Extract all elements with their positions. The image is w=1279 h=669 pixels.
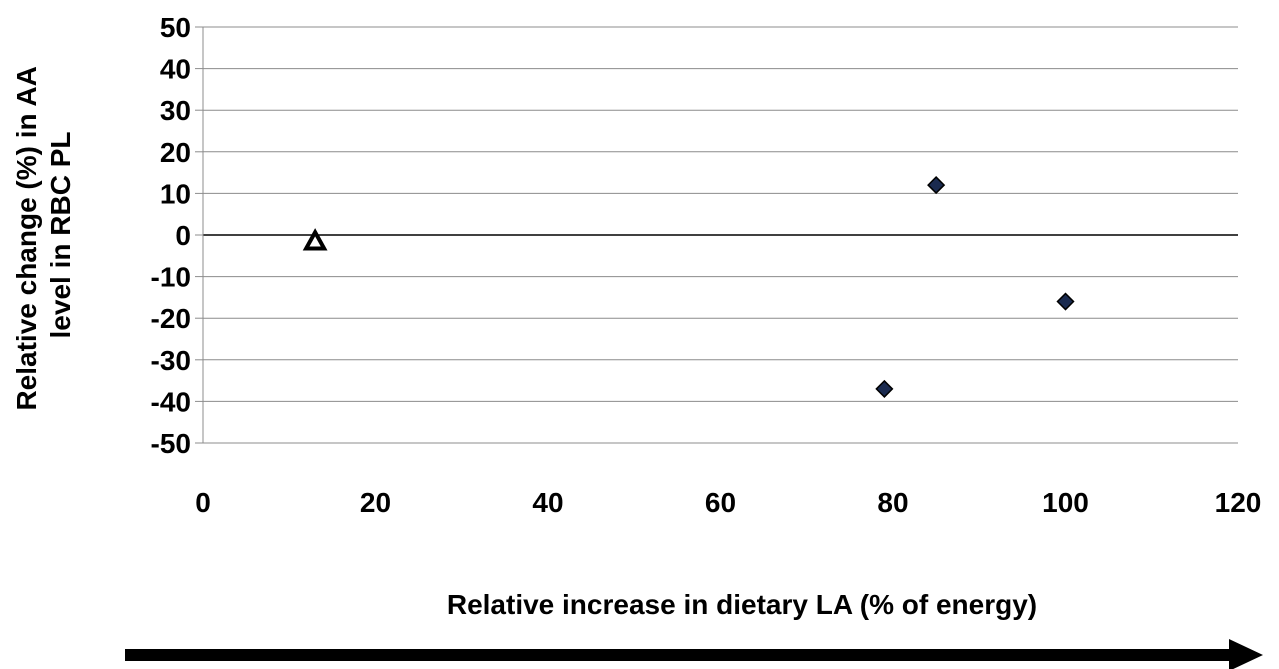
y-tick-label: 20 <box>160 137 191 168</box>
x-tick-label: 0 <box>195 487 211 518</box>
data-point-diamond <box>1056 292 1075 311</box>
y-tick-label: 50 <box>160 12 191 43</box>
y-tick-label: -40 <box>151 386 191 417</box>
x-tick-label: 20 <box>360 487 391 518</box>
x-tick-label: 120 <box>1215 487 1262 518</box>
y-tick-labels: 50 40 30 20 10 0 -10 -20 -30 -40 -50 <box>151 12 191 459</box>
y-tick-label: -10 <box>151 262 191 293</box>
y-axis-title-line-1: Relative change (%) in AA <box>11 66 42 410</box>
x-tick-label: 40 <box>532 487 563 518</box>
arrow-head <box>1229 639 1263 669</box>
data-point-diamond <box>927 176 946 195</box>
data-point-triangle <box>302 228 328 251</box>
arrow-shaft <box>125 649 1237 661</box>
x-tick-label: 100 <box>1042 487 1089 518</box>
y-tick-label: -50 <box>151 428 191 459</box>
x-axis-title: Relative increase in dietary LA (% of en… <box>447 589 1037 620</box>
y-axis-title-line-2: level in RBC PL <box>45 132 76 339</box>
x-tick-labels: 0 20 40 60 80 100 120 <box>195 487 1261 518</box>
x-tick-label: 80 <box>877 487 908 518</box>
y-tick-label: -30 <box>151 345 191 376</box>
data-points <box>302 176 1075 398</box>
x-tick-label: 60 <box>705 487 736 518</box>
y-tick-label: 0 <box>175 220 191 251</box>
axes <box>195 26 204 444</box>
y-tick-label: 40 <box>160 54 191 85</box>
y-axis-title: Relative change (%) in AA level in RBC P… <box>11 59 76 410</box>
y-tick-label: 30 <box>160 95 191 126</box>
y-tick-label: 10 <box>160 178 191 209</box>
data-point-diamond <box>875 379 894 398</box>
gridlines <box>203 26 1238 444</box>
direction-arrow <box>125 639 1263 669</box>
y-tick-label: -20 <box>151 303 191 334</box>
